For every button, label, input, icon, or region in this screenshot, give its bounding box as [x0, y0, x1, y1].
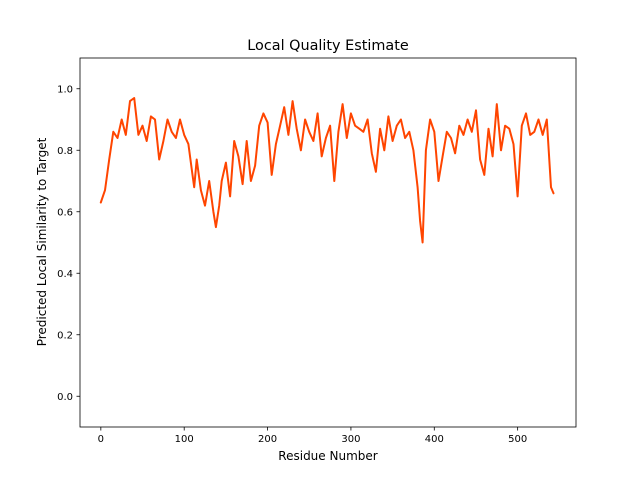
- y-tick-label: 1.0: [57, 84, 73, 95]
- y-tick-label: 0.0: [57, 392, 73, 403]
- series-line-0: [99, 97, 555, 244]
- x-tick-label: 200: [258, 434, 277, 445]
- x-tick-label: 300: [341, 434, 360, 445]
- y-tick-label: 0.4: [57, 269, 73, 280]
- y-tick-label: 0.2: [57, 330, 73, 341]
- plot-area: 0 100 200 300 400 500 0.0 0.2 0.4 0.6 0.8 1.0: [57, 57, 577, 445]
- x-tick-label: 500: [508, 434, 527, 445]
- chart-title: Local Quality Estimate: [247, 38, 409, 54]
- x-axis-label: Residue Number: [278, 449, 377, 463]
- y-axis-label: Predicted Local Similarity to Target: [35, 137, 49, 346]
- y-tick-label: 0.8: [57, 146, 73, 157]
- x-tick-label: 400: [425, 434, 444, 445]
- x-tick-label: 0: [98, 434, 104, 445]
- plot-frame: [79, 57, 577, 428]
- y-tick-label: 0.6: [57, 207, 73, 218]
- x-tick-label: 100: [175, 434, 194, 445]
